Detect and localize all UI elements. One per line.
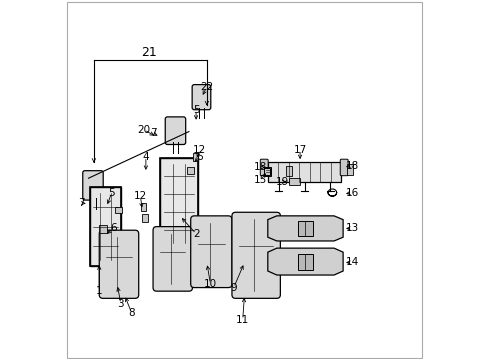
Text: 8: 8 xyxy=(128,308,135,318)
Bar xyxy=(297,253,312,270)
Text: 19: 19 xyxy=(275,177,288,187)
Bar xyxy=(263,168,269,175)
Text: 12: 12 xyxy=(134,191,147,201)
Text: 15: 15 xyxy=(253,175,267,185)
Bar xyxy=(297,221,312,236)
FancyBboxPatch shape xyxy=(192,85,210,110)
Text: 20: 20 xyxy=(137,125,150,135)
Text: 18: 18 xyxy=(253,162,267,172)
FancyBboxPatch shape xyxy=(190,216,231,288)
Text: 1: 1 xyxy=(96,286,102,296)
Bar xyxy=(90,187,121,266)
Bar xyxy=(346,164,352,175)
Text: 14: 14 xyxy=(345,257,358,267)
Text: 4: 4 xyxy=(142,152,149,162)
Bar xyxy=(187,167,193,174)
Bar xyxy=(289,178,300,185)
Polygon shape xyxy=(267,248,343,275)
Text: 22: 22 xyxy=(200,82,213,92)
Text: 13: 13 xyxy=(345,224,358,233)
Bar xyxy=(99,225,107,233)
Text: 10: 10 xyxy=(203,279,217,289)
Bar xyxy=(142,214,148,222)
Bar xyxy=(285,166,292,176)
Text: 5: 5 xyxy=(192,105,199,115)
FancyBboxPatch shape xyxy=(165,117,185,144)
Text: 21: 21 xyxy=(142,46,157,59)
Text: 2: 2 xyxy=(192,229,199,239)
Text: 12: 12 xyxy=(193,144,206,154)
Bar xyxy=(140,203,146,211)
Bar xyxy=(160,158,198,248)
Text: 6: 6 xyxy=(196,152,203,162)
FancyBboxPatch shape xyxy=(153,226,192,291)
Polygon shape xyxy=(267,216,343,241)
Text: 6: 6 xyxy=(110,224,117,233)
Text: 16: 16 xyxy=(345,188,358,198)
Bar xyxy=(192,153,198,161)
Text: 9: 9 xyxy=(230,283,237,293)
Bar xyxy=(160,158,198,248)
FancyBboxPatch shape xyxy=(260,159,267,176)
Text: 11: 11 xyxy=(236,315,249,325)
Bar xyxy=(267,162,341,182)
FancyBboxPatch shape xyxy=(99,230,139,298)
Text: 17: 17 xyxy=(293,144,306,154)
Bar xyxy=(264,167,271,176)
Text: 7: 7 xyxy=(78,198,84,208)
FancyBboxPatch shape xyxy=(340,159,347,176)
Text: 5: 5 xyxy=(108,188,115,198)
FancyBboxPatch shape xyxy=(231,212,280,298)
Text: 18: 18 xyxy=(345,161,358,171)
Text: 7: 7 xyxy=(149,129,156,138)
Text: 3: 3 xyxy=(117,299,124,309)
Bar xyxy=(90,187,121,266)
FancyBboxPatch shape xyxy=(82,171,103,200)
Bar xyxy=(115,207,122,213)
